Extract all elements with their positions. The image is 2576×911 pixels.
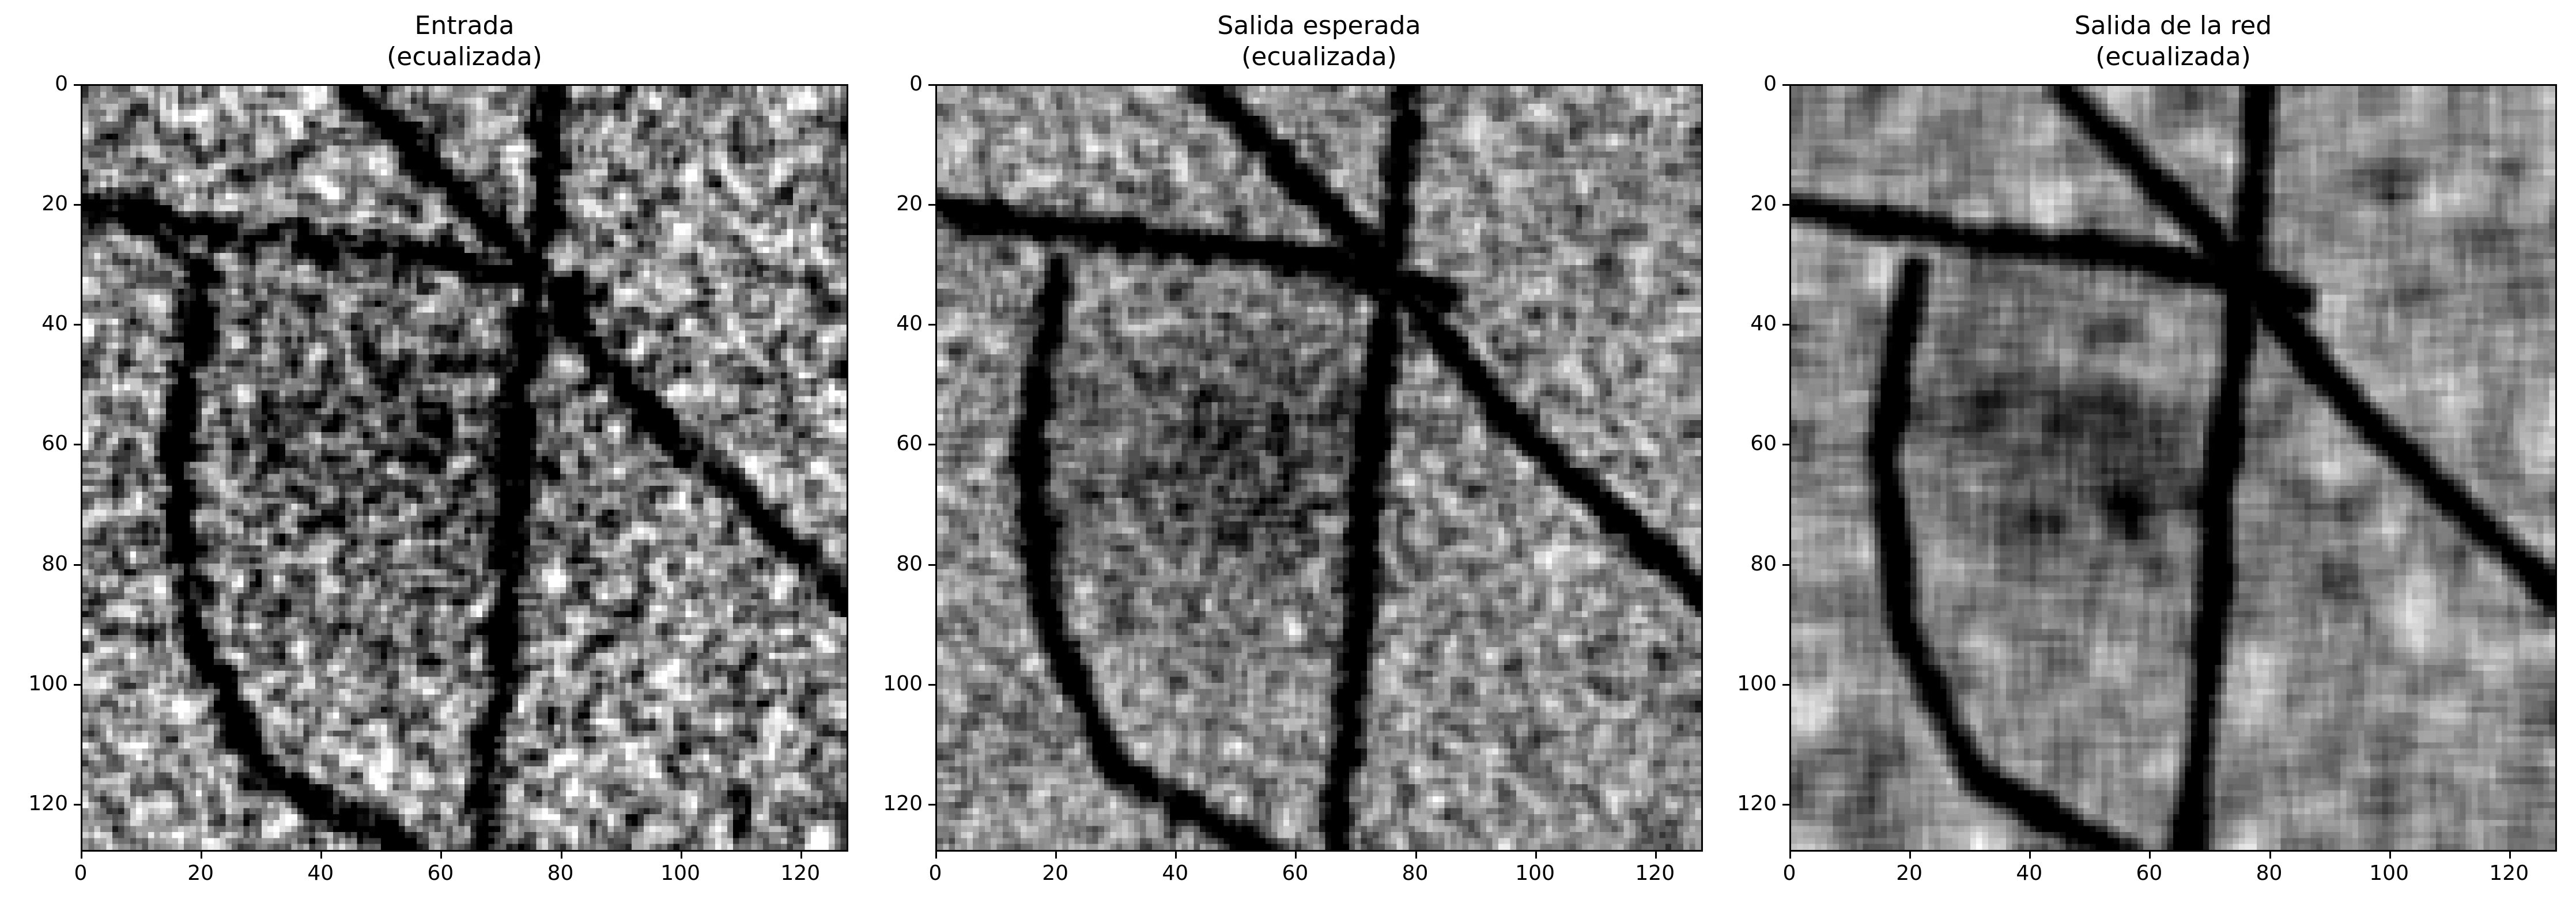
y-tick-mark — [74, 803, 81, 806]
y-tick-mark — [1782, 84, 1789, 86]
y-tick-mark — [74, 204, 81, 206]
y-tick-mark — [1782, 324, 1789, 326]
y-tick-label: 0 — [55, 72, 68, 96]
x-tick-mark — [1655, 852, 1657, 859]
y-tick-label: 100 — [883, 671, 923, 695]
x-tick-label: 100 — [1515, 861, 1555, 885]
y-tick-mark — [928, 84, 935, 86]
x-tick-mark — [2029, 852, 2031, 859]
x-tick-mark — [680, 852, 682, 859]
y-tick-mark — [928, 444, 935, 446]
y-tick-label: 80 — [41, 551, 68, 576]
x-tick-label: 120 — [2489, 861, 2529, 885]
y-tick-label: 80 — [896, 551, 923, 576]
x-tick-mark — [1415, 852, 1417, 859]
x-tick-mark — [800, 852, 802, 859]
x-tick-mark — [1535, 852, 1537, 859]
x-tick-mark — [201, 852, 203, 859]
panel-title: Salida de la red (ecualizada) — [2074, 11, 2272, 71]
x-tick-mark — [81, 852, 82, 859]
x-tick-label: 40 — [1162, 861, 1189, 885]
y-tick-label: 0 — [1763, 72, 1777, 96]
y-tick-mark — [74, 444, 81, 446]
y-tick-label: 20 — [896, 192, 923, 216]
x-tick-label: 60 — [1282, 861, 1309, 885]
y-tick-label: 60 — [1750, 432, 1777, 456]
y-tick-label: 60 — [896, 432, 923, 456]
y-tick-label: 40 — [41, 312, 68, 336]
x-tick-mark — [2509, 852, 2511, 859]
y-tick-label: 120 — [883, 791, 923, 815]
y-tick-mark — [1782, 683, 1789, 686]
y-tick-label: 100 — [28, 671, 68, 695]
x-tick-label: 0 — [1782, 861, 1796, 885]
x-tick-mark — [1055, 852, 1057, 859]
y-tick-mark — [1782, 803, 1789, 806]
y-tick-mark — [928, 324, 935, 326]
y-tick-label: 20 — [41, 192, 68, 216]
y-tick-label: 20 — [1750, 192, 1777, 216]
input-equalized-image — [81, 84, 848, 852]
y-tick-label: 40 — [1750, 312, 1777, 336]
x-tick-label: 80 — [1402, 861, 1429, 885]
panel-title: Salida esperada (ecualizada) — [1217, 11, 1421, 71]
x-tick-mark — [2269, 852, 2271, 859]
x-tick-label: 60 — [427, 861, 454, 885]
y-tick-label: 100 — [1737, 671, 1777, 695]
x-tick-mark — [2149, 852, 2151, 859]
x-tick-mark — [560, 852, 562, 859]
y-tick-mark — [1782, 444, 1789, 446]
y-tick-label: 120 — [1737, 791, 1777, 815]
panel-title: Entrada (ecualizada) — [387, 11, 542, 71]
x-tick-label: 60 — [2136, 861, 2163, 885]
x-tick-mark — [1909, 852, 1912, 859]
y-tick-mark — [928, 803, 935, 806]
x-tick-mark — [935, 852, 937, 859]
y-tick-mark — [928, 564, 935, 566]
network-output-equalized-image — [1789, 84, 2557, 852]
panel-1: Entrada (ecualizada) 0 20 40 60 80 100 120 0 20 40… — [6, 0, 923, 911]
x-tick-label: 20 — [1896, 861, 1923, 885]
y-tick-label: 120 — [28, 791, 68, 815]
x-tick-label: 20 — [1042, 861, 1069, 885]
y-tick-mark — [74, 683, 81, 686]
y-tick-mark — [928, 683, 935, 686]
y-tick-mark — [1782, 564, 1789, 566]
x-tick-mark — [1789, 852, 1791, 859]
x-tick-label: 100 — [2369, 861, 2409, 885]
y-tick-mark — [74, 564, 81, 566]
x-tick-label: 40 — [307, 861, 334, 885]
y-tick-label: 60 — [41, 432, 68, 456]
y-tick-mark — [1782, 204, 1789, 206]
x-tick-mark — [1175, 852, 1177, 859]
x-tick-label: 120 — [780, 861, 821, 885]
y-tick-mark — [928, 204, 935, 206]
y-tick-label: 80 — [1750, 551, 1777, 576]
x-tick-mark — [1295, 852, 1297, 859]
panel-2: Salida esperada (ecualizada) 0 20 40 60 80 100… — [860, 0, 1778, 911]
x-tick-mark — [2389, 852, 2391, 859]
x-tick-label: 120 — [1635, 861, 1675, 885]
x-tick-label: 0 — [74, 861, 88, 885]
x-tick-label: 20 — [187, 861, 214, 885]
x-tick-label: 0 — [928, 861, 942, 885]
x-tick-mark — [320, 852, 323, 859]
y-tick-mark — [74, 324, 81, 326]
x-tick-label: 40 — [2016, 861, 2043, 885]
expected-output-equalized-image — [935, 84, 1703, 852]
y-tick-label: 0 — [909, 72, 923, 96]
x-tick-mark — [440, 852, 443, 859]
y-tick-label: 40 — [896, 312, 923, 336]
x-tick-label: 80 — [2256, 861, 2283, 885]
y-tick-mark — [74, 84, 81, 86]
x-tick-label: 100 — [660, 861, 700, 885]
panel-3: Salida de la red (ecualizada) 0 20 40 60 80 10… — [1714, 0, 2576, 911]
x-tick-label: 80 — [547, 861, 574, 885]
